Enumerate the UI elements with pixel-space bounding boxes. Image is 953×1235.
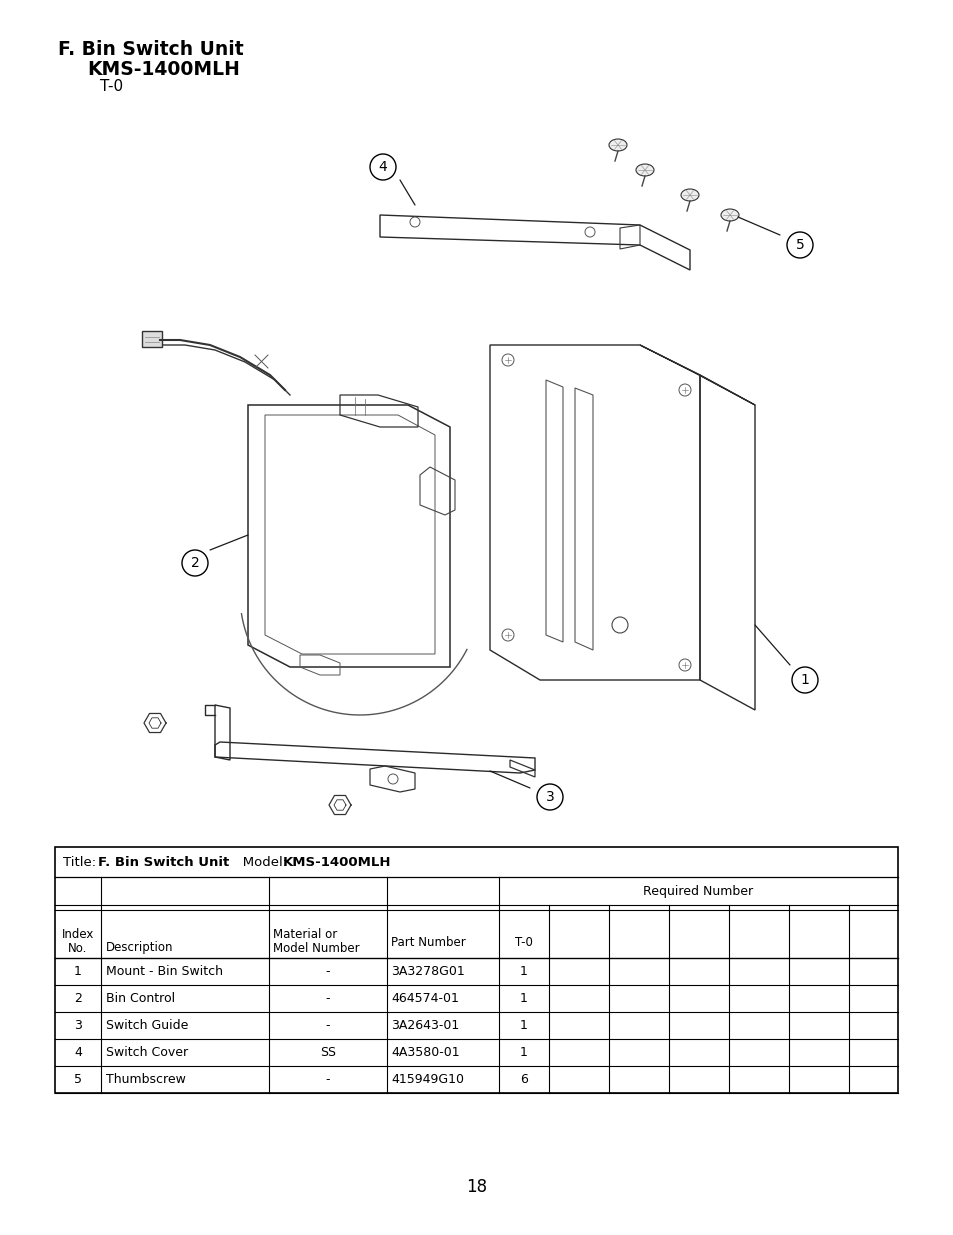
Text: Model:: Model: [230, 856, 291, 868]
Text: 3A2643-01: 3A2643-01 [391, 1019, 458, 1032]
Text: -: - [325, 992, 330, 1005]
Text: 3A3278G01: 3A3278G01 [391, 965, 464, 978]
Ellipse shape [608, 140, 626, 151]
Text: Switch Guide: Switch Guide [106, 1019, 188, 1032]
Text: 1: 1 [800, 673, 808, 687]
Text: Bin Control: Bin Control [106, 992, 175, 1005]
Text: Title:: Title: [63, 856, 100, 868]
Text: 5: 5 [74, 1073, 82, 1086]
Circle shape [537, 784, 562, 810]
Text: 1: 1 [519, 1046, 527, 1058]
Text: SS: SS [319, 1046, 335, 1058]
Text: 1: 1 [519, 1019, 527, 1032]
Text: T-0: T-0 [515, 935, 533, 948]
Text: 4: 4 [74, 1046, 82, 1058]
Text: 2: 2 [191, 556, 199, 571]
Text: 18: 18 [466, 1178, 487, 1195]
Polygon shape [142, 331, 162, 347]
Text: Description: Description [106, 941, 173, 955]
Text: 1: 1 [519, 992, 527, 1005]
Text: Material or: Material or [273, 929, 337, 941]
Text: Switch Cover: Switch Cover [106, 1046, 188, 1058]
Circle shape [182, 550, 208, 576]
Text: 1: 1 [519, 965, 527, 978]
Text: T-0: T-0 [100, 79, 123, 94]
Text: F. Bin Switch Unit: F. Bin Switch Unit [98, 856, 229, 868]
Text: Model Number: Model Number [273, 941, 359, 955]
Text: Mount - Bin Switch: Mount - Bin Switch [106, 965, 223, 978]
Text: 4A3580-01: 4A3580-01 [391, 1046, 459, 1058]
Text: 415949G10: 415949G10 [391, 1073, 463, 1086]
Text: No.: No. [69, 941, 88, 955]
Circle shape [786, 232, 812, 258]
Ellipse shape [680, 189, 699, 201]
Circle shape [370, 154, 395, 180]
Ellipse shape [720, 209, 739, 221]
Text: 2: 2 [74, 992, 82, 1005]
Ellipse shape [636, 164, 654, 177]
Text: 6: 6 [519, 1073, 527, 1086]
Text: 3: 3 [545, 790, 554, 804]
Text: KMS-1400MLH: KMS-1400MLH [87, 61, 239, 79]
Text: KMS-1400MLH: KMS-1400MLH [283, 856, 391, 868]
Text: 5: 5 [795, 238, 803, 252]
Text: F. Bin Switch Unit: F. Bin Switch Unit [58, 40, 243, 59]
Text: Part Number: Part Number [391, 935, 465, 948]
Text: Required Number: Required Number [642, 884, 753, 898]
Text: Thumbscrew: Thumbscrew [106, 1073, 186, 1086]
Text: Index: Index [62, 929, 94, 941]
Text: -: - [325, 1019, 330, 1032]
Bar [55, 847, 897, 1093]
Text: 464574-01: 464574-01 [391, 992, 458, 1005]
Text: -: - [325, 965, 330, 978]
Text: 4: 4 [378, 161, 387, 174]
Text: 1: 1 [74, 965, 82, 978]
Text: 3: 3 [74, 1019, 82, 1032]
Circle shape [791, 667, 817, 693]
Text: -: - [325, 1073, 330, 1086]
